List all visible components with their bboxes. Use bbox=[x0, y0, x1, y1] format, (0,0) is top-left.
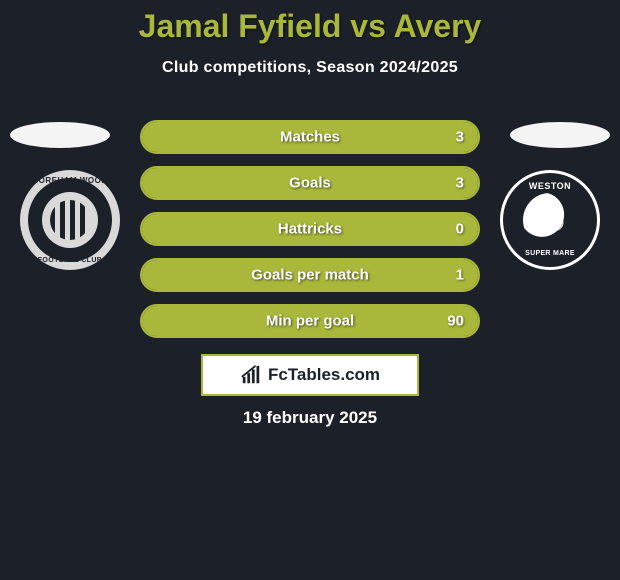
crest-right-bird-icon bbox=[523, 193, 577, 247]
subtitle: Club competitions, Season 2024/2025 bbox=[0, 59, 620, 77]
page-title: Jamal Fyfield vs Avery bbox=[0, 0, 620, 45]
crest-left-stripes bbox=[50, 200, 90, 240]
stat-label: Matches bbox=[280, 129, 340, 146]
crest-left-top-text: BOREHAM WOOD bbox=[20, 176, 120, 185]
crest-right-bottom-text: SUPER MARE bbox=[503, 250, 597, 257]
club-crest-left: BOREHAM WOOD FOOTBALL CLUB bbox=[20, 170, 120, 270]
stat-label: Hattricks bbox=[278, 221, 342, 238]
stat-row: Goals per match 1 bbox=[140, 258, 480, 292]
stat-row: Goals 3 bbox=[140, 166, 480, 200]
stat-value: 1 bbox=[456, 267, 464, 284]
stat-value: 3 bbox=[456, 175, 464, 192]
player-avatar-right bbox=[510, 122, 610, 148]
player-avatar-left bbox=[10, 122, 110, 148]
chart-icon bbox=[240, 364, 262, 386]
crest-left-bottom-text: FOOTBALL CLUB bbox=[20, 257, 120, 264]
club-crest-right: WESTON SUPER MARE bbox=[500, 170, 600, 270]
stat-row: Hattricks 0 bbox=[140, 212, 480, 246]
stat-row: Min per goal 90 bbox=[140, 304, 480, 338]
stats-container: Matches 3 Goals 3 Hattricks 0 Goals per match 1… bbox=[140, 120, 480, 350]
stat-label: Goals per match bbox=[251, 267, 369, 284]
date-text: 19 february 2025 bbox=[0, 408, 620, 428]
stat-label: Goals bbox=[289, 175, 331, 192]
stat-label: Min per goal bbox=[266, 313, 354, 330]
stat-value: 3 bbox=[456, 129, 464, 146]
brand-text: FcTables.com bbox=[268, 365, 380, 385]
stat-value: 90 bbox=[447, 313, 464, 330]
stat-row: Matches 3 bbox=[140, 120, 480, 154]
brand-box[interactable]: FcTables.com bbox=[201, 354, 419, 396]
stat-value: 0 bbox=[456, 221, 464, 238]
crest-right-top-text: WESTON bbox=[503, 181, 597, 191]
